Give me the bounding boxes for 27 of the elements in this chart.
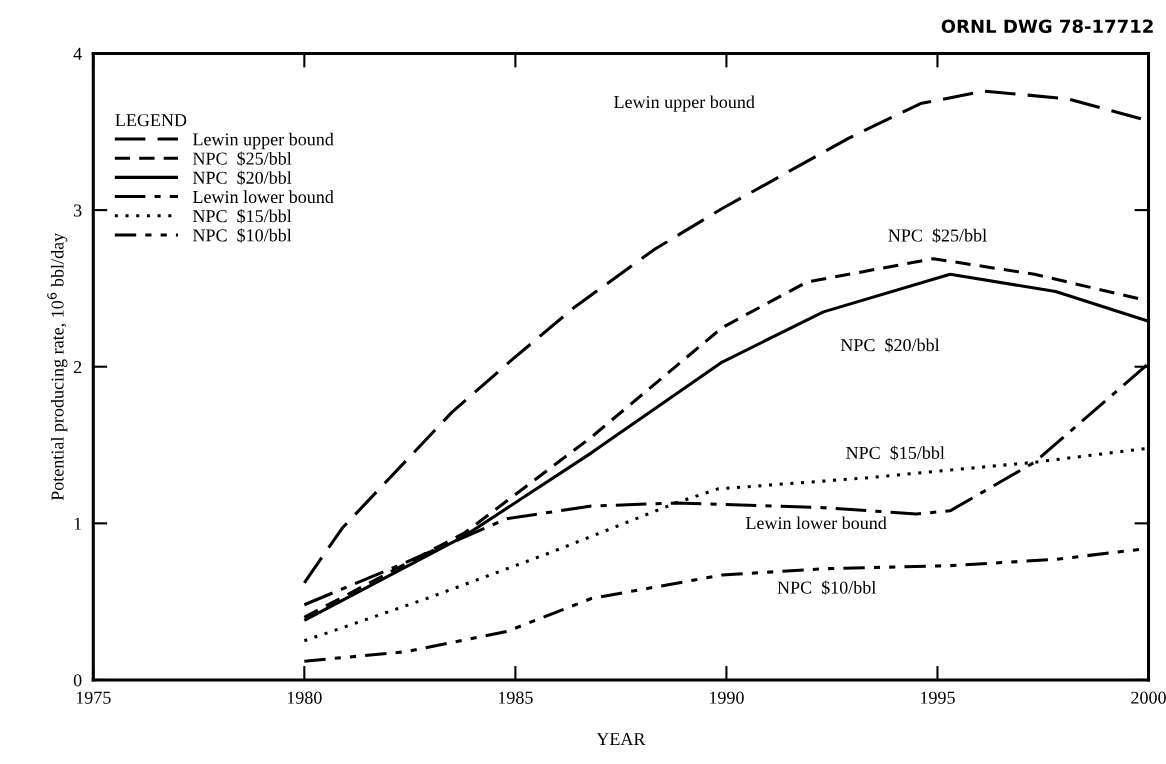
annotation: NPC $10/bbl	[777, 580, 876, 595]
annotation: NPC $25/bbl	[888, 228, 987, 243]
annotation: Lewin lower bound	[745, 516, 887, 530]
x-tick-label: 1990	[709, 691, 744, 704]
x-tick-label: 2000	[1131, 691, 1166, 704]
x-tick-label: 1995	[921, 691, 955, 704]
annotation: NPC $20/bbl	[840, 337, 940, 353]
y-tick-label: 3	[74, 204, 82, 217]
x-axis-title: YEAR	[596, 733, 646, 745]
legend-label: NPC $10/bbl	[192, 228, 292, 243]
y-tick-label: 1	[74, 517, 82, 530]
x-tick-label: 1975	[76, 691, 111, 704]
annotation: NPC $15/bbl	[846, 445, 945, 461]
legend-label: NPC $15/bbl	[192, 209, 292, 224]
legend-title: LEGEND	[115, 114, 187, 127]
y-tick-label: 2	[73, 361, 82, 373]
annotation: Lewin upper bound	[614, 95, 755, 112]
y-axis-title: Potential producing rate, 10$^{6}$ bbl/day	[47, 232, 68, 501]
x-tick-label: 1980	[287, 691, 322, 704]
y-tick-label: 4	[73, 47, 82, 60]
x-tick-label: 1985	[498, 691, 533, 704]
legend-label: NPC $20/bbl	[192, 170, 292, 186]
legend-label: Lewin lower bound	[192, 190, 334, 204]
y-tick-label: 0	[73, 674, 82, 687]
legend-label: Lewin upper bound	[192, 132, 334, 150]
text: ORNL DWG 78-17712	[941, 19, 1153, 34]
legend-label: NPC $25/bbl	[192, 151, 292, 166]
